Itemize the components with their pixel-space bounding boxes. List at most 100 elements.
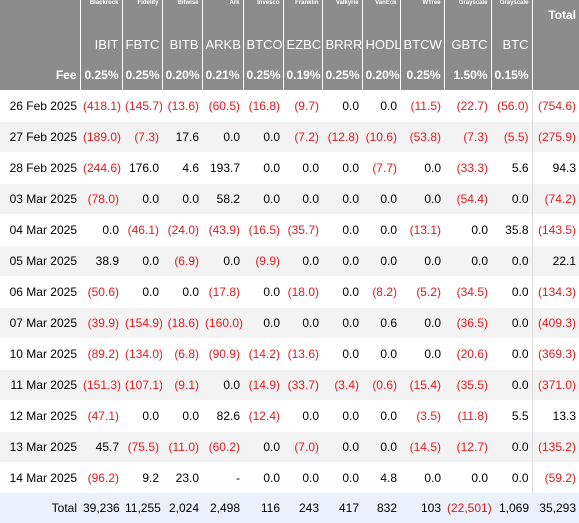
flow-cell: 0.0 [322, 431, 362, 463]
flow-cell: 0.0 [362, 400, 400, 432]
date-cell: 14 Mar 2025 [0, 462, 80, 493]
flow-cell: 0.0 [80, 214, 122, 246]
flow-cell: 0.6 [362, 307, 400, 339]
ticker-header: BRRR [321, 29, 362, 60]
ticker-header: FBTC [121, 29, 162, 60]
flow-cell: (8.2) [362, 276, 400, 308]
flow-cell: (189.0) [80, 121, 122, 153]
flow-cell: (15.4) [400, 369, 444, 401]
daily-flows-body: 26 Feb 2025 (418.1) (145.7) (13.6) (60.5) (16… [0, 90, 579, 493]
total-column-header: Total [531, 0, 579, 60]
flow-cell: (18.0) [283, 276, 322, 308]
table-row: 13 Mar 2025 45.7 (75.5) (11.0) (60.2) 0.0 (7.0… [0, 431, 579, 463]
flow-cell: (7.3) [122, 121, 162, 153]
flow-cell: 0.0 [122, 400, 162, 432]
row-total-cell: 13.3 [531, 400, 579, 432]
fee-value: 0.25% [79, 60, 122, 91]
flow-cell: 0.0 [283, 152, 322, 184]
table-row: 12 Mar 2025 (47.1) 0.0 0.0 82.6 (12.4) 0.0 0.0 0… [0, 400, 579, 432]
flow-cell: 0.0 [283, 307, 322, 339]
grand-total-cell: 35,293 [532, 493, 579, 523]
flow-cell: 45.7 [80, 431, 122, 463]
flow-cell: (14.5) [400, 431, 444, 463]
flow-cell: 0.0 [362, 90, 400, 122]
column-total-cell: 116 [243, 493, 283, 523]
flow-cell: (5.2) [400, 276, 444, 308]
flow-cell: 17.6 [162, 121, 202, 153]
flow-cell: 0.0 [322, 90, 362, 122]
flow-cell: (154.9) [122, 307, 162, 339]
flow-cell: (16.8) [243, 90, 283, 122]
column-total-cell: 103 [400, 493, 444, 523]
ticker-header-row: IBIT FBTC BITB ARKB BTCO EZBC BRRR HODL BTCW GBTC… [0, 29, 579, 60]
flow-cell: (89.2) [80, 338, 122, 370]
flow-cell: (9.9) [243, 245, 283, 277]
table-row: 14 Mar 2025 (96.2) 9.2 23.0-0.0 0.0 0.0 4.8 0.0… [0, 462, 579, 493]
flow-cell: 0.0 [243, 121, 283, 153]
flow-cell: 9.2 [122, 462, 162, 493]
fee-value: 0.25% [242, 60, 283, 91]
flow-cell: 0.0 [444, 214, 491, 246]
flow-cell: 0.0 [322, 152, 362, 184]
table-row: 28 Feb 2025 (244.6) 176.0 4.6 193.7 0.0 0.0 0.0… [0, 152, 579, 184]
date-cell: 03 Mar 2025 [0, 183, 80, 215]
flow-cell: 0.0 [444, 245, 491, 277]
flow-cell: 0.0 [362, 338, 400, 370]
issuer-name: Ark [201, 0, 243, 29]
flow-cell: 0.0 [322, 307, 362, 339]
flow-cell: 0.0 [491, 183, 532, 215]
flow-cell: (36.5) [444, 307, 491, 339]
table-row: 11 Mar 2025 (151.3) (107.1) (9.1) 0.0 (14.9)(… [0, 369, 579, 401]
issuer-name: Valkyrie [321, 0, 362, 29]
column-total-cell: 832 [362, 493, 400, 523]
flow-cell: 0.0 [400, 183, 444, 215]
flow-cell: 0.0 [400, 245, 444, 277]
flow-cell: 0.0 [491, 276, 532, 308]
flow-cell: 0.0 [322, 462, 362, 493]
column-total-cell: 1,069 [491, 493, 532, 523]
fee-value: 0.20% [361, 60, 400, 91]
flow-cell: 5.6 [491, 152, 532, 184]
flow-cell: (11.0) [162, 431, 202, 463]
flow-cell: (16.5) [243, 214, 283, 246]
flow-cell: (13.6) [162, 90, 202, 122]
issuer-name: Fidelity [121, 0, 162, 29]
fee-value: 0.19% [282, 60, 322, 91]
flow-cell: 0.0 [322, 183, 362, 215]
column-total-cell: 2,024 [162, 493, 202, 523]
flow-cell: (33.7) [283, 369, 322, 401]
flow-cell: 0.0 [122, 183, 162, 215]
flow-cell: 0.0 [491, 245, 532, 277]
flow-cell: (134.0) [122, 338, 162, 370]
flow-cell: 0.0 [491, 338, 532, 370]
flow-cell: (34.5) [444, 276, 491, 308]
flow-cell: 0.0 [243, 183, 283, 215]
column-total-cell: 39,236 [80, 493, 122, 523]
flow-cell: 0.0 [400, 152, 444, 184]
issuer-name: Bitwise [161, 0, 202, 29]
flow-cell: (46.1) [122, 214, 162, 246]
flow-cell: (20.6) [444, 338, 491, 370]
flow-cell: 0.0 [444, 462, 491, 493]
flow-cell: (7.7) [362, 152, 400, 184]
flow-cell: (39.9) [80, 307, 122, 339]
ticker-header: BTCO [242, 29, 283, 60]
column-total-cell: 243 [283, 493, 322, 523]
flow-cell: (53.8) [400, 121, 444, 153]
fee-total [531, 60, 579, 91]
flow-cell: 0.0 [491, 307, 532, 339]
flow-cell: 4.8 [362, 462, 400, 493]
issuer-name: Grayscale [443, 0, 491, 29]
flow-cell: 0.0 [491, 369, 532, 401]
flow-cell: 0.0 [162, 276, 202, 308]
ticker-header: BITB [161, 29, 202, 60]
flow-cell: 0.0 [400, 462, 444, 493]
row-total-cell: (134.3) [531, 276, 579, 308]
flow-cell: (13.1) [400, 214, 444, 246]
flow-cell: (35.5) [444, 369, 491, 401]
flow-cell: 0.0 [243, 431, 283, 463]
table-row: 04 Mar 2025 0.0 (46.1) (24.0) (43.9) (16.5) (3… [0, 214, 579, 246]
flow-cell: (13.6) [283, 338, 322, 370]
flow-cell: 0.0 [362, 431, 400, 463]
